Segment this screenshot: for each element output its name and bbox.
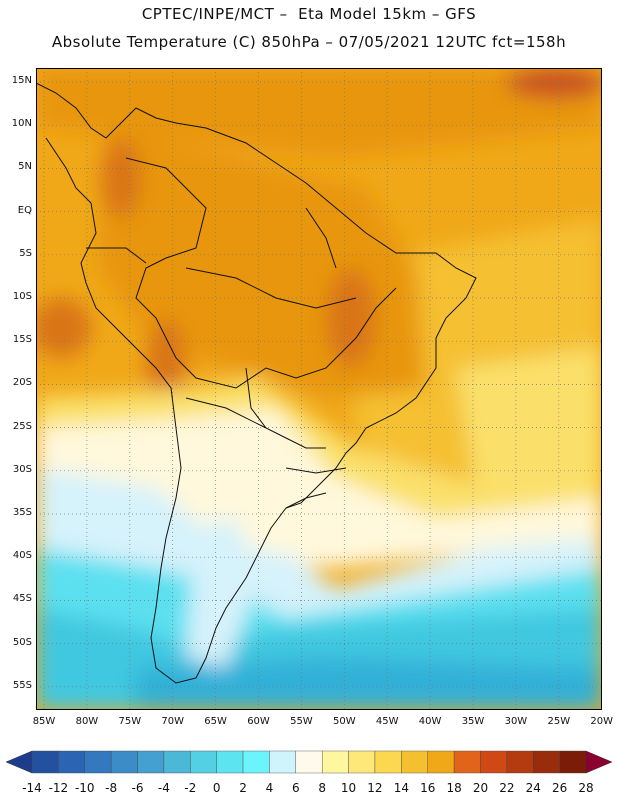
lon-label: 25W — [547, 716, 571, 727]
lon-label: 55W — [290, 716, 313, 727]
colorbar-label: 10 — [340, 781, 357, 795]
colorbar-label: -8 — [105, 781, 118, 795]
colorbar-swatch — [295, 750, 323, 774]
colorbar-swatch — [506, 750, 534, 774]
colorbar-label: -2 — [184, 781, 197, 795]
colorbar-label: -6 — [131, 781, 144, 795]
colorbar-swatch — [374, 750, 402, 774]
colorbar-swatch — [348, 750, 376, 774]
map-title-line2: Absolute Temperature (C) 850hPa – 07/05/… — [51, 33, 567, 51]
colorbar-swatch — [190, 750, 217, 774]
colorbar-left-arrow — [5, 750, 33, 774]
temperature-field — [36, 68, 602, 710]
colorbar-label: 8 — [318, 781, 326, 795]
colorbar-label: 22 — [499, 781, 515, 795]
colorbar-swatch — [427, 750, 455, 774]
lat-label: 20S — [12, 377, 32, 389]
lon-label: 40W — [418, 716, 442, 727]
colorbar — [5, 750, 613, 774]
temperature-map — [36, 68, 602, 710]
colorbar-label: 2 — [239, 781, 247, 795]
colorbar-label: 24 — [525, 781, 541, 795]
lon-label: 70W — [161, 716, 184, 727]
lon-label: 45W — [375, 716, 399, 727]
lon-label: 35W — [461, 716, 485, 727]
lon-label: 80W — [75, 716, 99, 727]
map-border — [36, 68, 602, 710]
lat-label: 25S — [12, 420, 32, 432]
map-title-line1: CPTEC/INPE/MCT – Eta Model 15km – GFS — [141, 5, 477, 23]
lat-label: 35S — [12, 507, 32, 518]
lat-label: 15N — [11, 75, 32, 86]
colorbar-swatch — [137, 750, 165, 774]
lon-label: 20W — [590, 716, 613, 727]
lat-label: 55S — [12, 679, 32, 691]
lat-label: 10S — [12, 291, 32, 302]
colorbar-label: 26 — [551, 781, 568, 795]
colorbar-swatch — [31, 750, 59, 774]
lon-label: 60W — [247, 716, 270, 727]
lon-label: 30W — [504, 716, 528, 727]
lon-label: 75W — [118, 716, 142, 727]
colorbar-label: 28 — [578, 781, 594, 795]
colorbar-swatch — [401, 750, 428, 774]
lat-label: EQ — [17, 204, 32, 216]
colorbar-swatch — [242, 750, 270, 774]
colorbar-label: 18 — [446, 781, 462, 795]
colorbar-swatch — [453, 750, 481, 774]
colorbar-swatch — [559, 750, 587, 774]
colorbar-swatch — [533, 750, 560, 774]
map-canvas — [36, 68, 602, 710]
lon-label: 65W — [204, 716, 227, 727]
colorbar-label: 4 — [265, 781, 274, 795]
colorbar-label: -10 — [74, 781, 95, 795]
colorbar-label: -4 — [157, 781, 170, 795]
lat-label: 5N — [18, 161, 32, 173]
colorbar-label: 6 — [291, 781, 300, 795]
colorbar-swatch — [58, 750, 85, 774]
colorbar-swatch — [480, 750, 508, 774]
lat-label: 40S — [12, 550, 32, 562]
colorbar-label: -14 — [22, 781, 42, 795]
colorbar-swatch — [163, 750, 191, 774]
colorbar-swatch — [321, 750, 349, 774]
lon-label: 50W — [332, 716, 356, 727]
lat-label: 45S — [12, 593, 32, 605]
colorbar-swatch — [216, 750, 244, 774]
colorbar-swatch — [269, 750, 297, 774]
lat-label: 5S — [19, 247, 32, 259]
colorbar-swatch — [84, 750, 112, 774]
colorbar-swatch — [110, 750, 138, 774]
lon-label: 85W — [32, 716, 56, 727]
colorbar-label: 14 — [393, 781, 409, 795]
lat-label: 30S — [12, 463, 32, 475]
coastlines — [36, 82, 477, 684]
lat-label: 10N — [11, 118, 32, 130]
colorbar-label: 16 — [420, 781, 436, 795]
colorbar-label: 12 — [367, 781, 383, 795]
colorbar-label: 0 — [212, 781, 221, 795]
colorbar-right-arrow — [585, 750, 613, 774]
lat-label: 15S — [12, 334, 32, 346]
lat-label: 50S — [12, 636, 32, 648]
colorbar-label: -12 — [48, 781, 69, 795]
colorbar-label: 20 — [472, 781, 489, 795]
